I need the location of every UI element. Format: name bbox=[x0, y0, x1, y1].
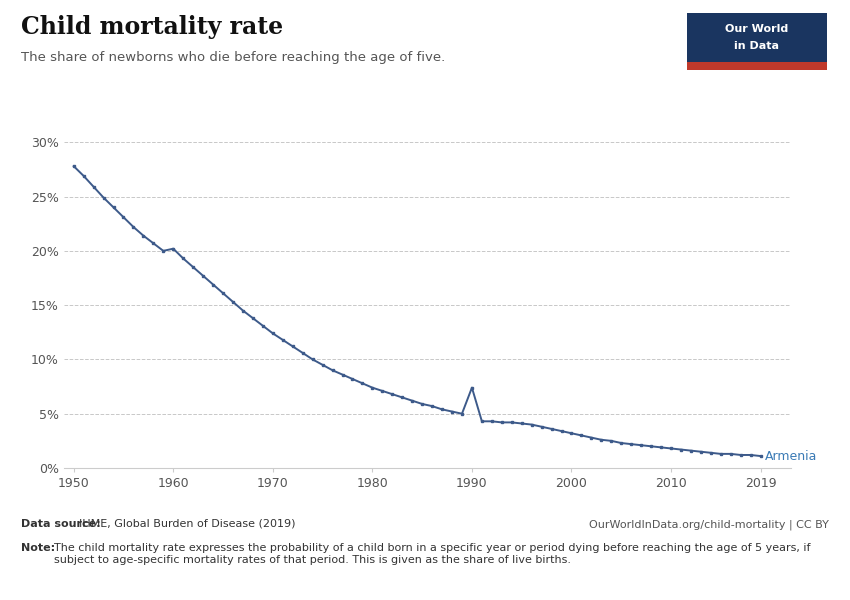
Text: IHME, Global Burden of Disease (2019): IHME, Global Burden of Disease (2019) bbox=[79, 519, 296, 529]
Text: The share of newborns who die before reaching the age of five.: The share of newborns who die before rea… bbox=[21, 51, 445, 64]
Text: Child mortality rate: Child mortality rate bbox=[21, 15, 283, 39]
Text: OurWorldInData.org/child-mortality | CC BY: OurWorldInData.org/child-mortality | CC … bbox=[589, 519, 829, 529]
FancyBboxPatch shape bbox=[687, 13, 827, 70]
Text: Data source:: Data source: bbox=[21, 519, 105, 529]
Text: Our World: Our World bbox=[725, 24, 789, 34]
Text: The child mortality rate expresses the probability of a child born in a specific: The child mortality rate expresses the p… bbox=[54, 543, 810, 565]
Text: Armenia: Armenia bbox=[765, 449, 817, 463]
FancyBboxPatch shape bbox=[687, 62, 827, 70]
Text: in Data: in Data bbox=[734, 41, 779, 51]
Text: Note:: Note: bbox=[21, 543, 60, 553]
